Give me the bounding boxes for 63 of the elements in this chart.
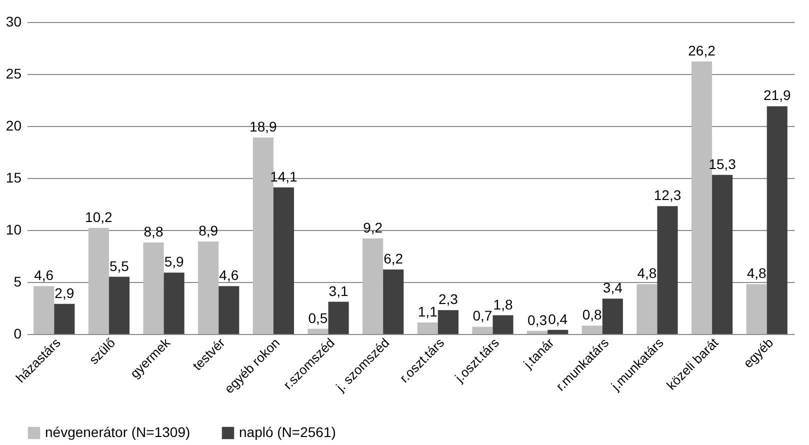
data-label: 0,7 — [472, 308, 492, 324]
bar — [602, 298, 623, 334]
bar — [362, 238, 384, 334]
bar — [108, 276, 130, 334]
bar — [198, 241, 219, 334]
y-tick-label: 25 — [6, 66, 22, 82]
y-tick-label: 15 — [6, 170, 22, 186]
data-label: 2,3 — [438, 291, 458, 308]
bar — [527, 330, 548, 334]
data-label: 1,8 — [493, 296, 513, 312]
data-label: 8,9 — [198, 222, 218, 238]
bar — [54, 304, 75, 334]
bar — [636, 284, 658, 334]
data-label: 0,3 — [528, 312, 548, 328]
data-label: 4,6 — [219, 267, 239, 284]
bar — [472, 326, 493, 334]
y-tick-label: 10 — [6, 222, 22, 238]
data-label: 8,8 — [144, 223, 164, 240]
bar — [273, 187, 294, 334]
data-label: 1,1 — [418, 304, 438, 320]
y-tick-label: 5 — [14, 274, 22, 290]
data-label: 26,2 — [688, 42, 716, 59]
data-label: 10,2 — [85, 208, 113, 225]
bar — [34, 286, 54, 334]
bar — [766, 106, 788, 334]
data-label: 15,3 — [708, 156, 736, 172]
data-label: 0,4 — [548, 310, 568, 327]
bar — [88, 228, 109, 334]
data-label: 4,8 — [637, 265, 657, 282]
data-label: 6,2 — [384, 250, 404, 267]
bar — [492, 315, 514, 334]
bar — [383, 270, 404, 334]
data-label: 5,9 — [164, 254, 184, 270]
data-label: 4,6 — [34, 267, 54, 284]
data-label: 5,5 — [110, 258, 130, 274]
data-label: 2,9 — [54, 284, 74, 301]
data-label: 0,8 — [582, 306, 602, 323]
data-label: 18,9 — [250, 118, 277, 134]
data-label: 3,4 — [602, 280, 623, 296]
data-label: 0,5 — [308, 310, 328, 326]
legend-label: névgenerátor (N=1309) — [45, 424, 190, 440]
bar — [657, 206, 678, 334]
data-label: 21,9 — [764, 87, 791, 104]
bar — [746, 284, 767, 334]
bar — [328, 302, 349, 334]
bar — [143, 242, 164, 334]
y-tick-label: 20 — [6, 118, 22, 134]
data-label: 3,1 — [328, 282, 348, 299]
bar — [308, 328, 328, 334]
data-label: 9,2 — [363, 219, 383, 236]
bar — [164, 272, 184, 334]
bar — [438, 310, 458, 334]
data-label: 4,8 — [746, 265, 767, 282]
bar — [218, 286, 240, 334]
y-tick-label: 30 — [6, 14, 22, 30]
data-label: 12,3 — [654, 187, 682, 204]
y-tick-label: 0 — [14, 326, 22, 342]
data-label: 14,1 — [270, 168, 298, 184]
bar — [417, 322, 438, 334]
bar — [548, 330, 568, 334]
bar — [712, 174, 733, 334]
legend-label: napló (N=2561) — [239, 424, 336, 440]
bar — [582, 326, 602, 334]
